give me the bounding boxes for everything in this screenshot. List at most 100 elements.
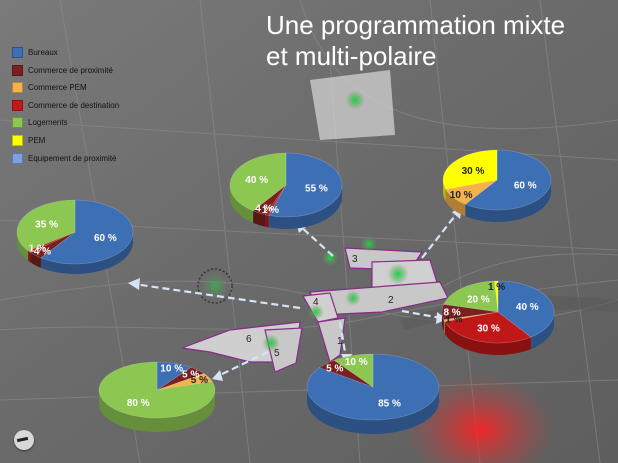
legend-item-commerce-pem: Commerce PEM <box>12 79 172 96</box>
arrow-head <box>212 370 223 381</box>
arrow-left <box>133 282 301 310</box>
pie-data-label: 10 % <box>450 190 473 201</box>
callout-arrows <box>133 211 459 377</box>
pie-slice <box>444 311 532 344</box>
pie-slice-side <box>268 185 342 229</box>
pie-slice-side <box>445 189 466 217</box>
pie-slice <box>29 231 76 259</box>
pie-slice-side <box>444 321 531 355</box>
pie-data-label: 85 % <box>378 399 401 410</box>
pie-slice <box>98 361 216 419</box>
legend-label: Logements <box>28 118 68 128</box>
pie-data-label: 1 % <box>262 205 279 216</box>
pie-slice-side <box>28 250 31 263</box>
arrow-head <box>128 278 140 290</box>
pie-slice-side <box>99 390 215 432</box>
pie-slice-side <box>530 312 554 350</box>
pie-data-label: 60 % <box>514 181 537 192</box>
green-dot <box>308 304 324 320</box>
green-dot <box>345 90 365 110</box>
pie-slice <box>27 231 76 253</box>
pie-chart-1: 60 % 4 %1 % 35 % <box>16 199 134 274</box>
pie-slice <box>443 280 499 313</box>
legend-swatch <box>12 117 23 129</box>
pie-slice <box>156 373 213 391</box>
zone-label-6: 6 <box>246 334 252 345</box>
pie-slice <box>497 280 555 338</box>
legend-swatch <box>12 64 23 76</box>
legend-swatch <box>12 82 23 94</box>
green-dot <box>361 236 377 252</box>
pie-slice <box>464 149 552 211</box>
pie-slice-side <box>465 180 551 223</box>
pie-slice <box>306 353 440 421</box>
pie-chart-2: 55 % 1 %4 % 40 % <box>229 152 343 229</box>
pie-slice <box>40 199 134 265</box>
pie-chart-6: 10 %5 %5 %80 % <box>98 361 216 432</box>
title-line-1: Une programmation mixte <box>266 10 566 40</box>
legend: Bureaux Commerce de proximité Commerce P… <box>12 44 172 167</box>
legend-swatch <box>12 99 23 111</box>
pie-data-label: 60 % <box>94 233 117 244</box>
green-dot <box>345 290 361 306</box>
dotted-circle <box>197 268 233 304</box>
zone-label-2: 2 <box>388 295 394 306</box>
title-line-2: et multi-polaire <box>266 41 437 71</box>
pie-chart-4: 40 %30 %1 %8 %20 %1 % <box>441 280 555 355</box>
pie-slice-side <box>17 232 29 261</box>
green-dots <box>202 90 409 352</box>
pie-slice <box>445 179 498 205</box>
legend-item-equipement: Equipement de proximité <box>12 150 172 167</box>
pie-slice <box>318 359 374 388</box>
legend-label: Bureaux <box>28 48 58 57</box>
arrow-top <box>299 225 334 257</box>
pie-slice <box>156 367 205 391</box>
legend-swatch <box>12 134 23 146</box>
pie-data-label: 30 % <box>462 166 485 177</box>
pie-slice <box>156 361 192 391</box>
pie-slice <box>16 199 76 252</box>
pie-data-label: 1 % <box>445 315 462 326</box>
pie-data-label: 5 % <box>326 363 343 374</box>
pie-data-label: 1 % <box>488 282 505 293</box>
pie-slice-side <box>443 319 445 334</box>
legend-item-pem: PEM <box>12 132 172 149</box>
pie-chart-5: 85 % 5 %10 % <box>306 353 440 434</box>
pie-slice-side <box>307 387 439 434</box>
pie-data-label: 40 % <box>516 302 539 313</box>
pie-slice <box>264 184 287 216</box>
slide-title: Une programmation mixte et multi-polaire <box>266 10 611 72</box>
pie-slice <box>252 184 287 216</box>
arrow-right <box>401 309 442 320</box>
pie-charts: 60 %4 %1 %35 %55 %1 %4 %40 %60 %10 %30 %… <box>16 149 555 434</box>
pie-data-label: 1 % <box>29 244 46 255</box>
zone-label-1: 1 <box>337 336 343 347</box>
legend-label: Commerce PEM <box>28 83 87 93</box>
arrow-top-right <box>421 211 459 259</box>
legend-label: Commerce de proximité <box>28 65 113 75</box>
pie-data-label: 4 % <box>255 203 272 214</box>
legend-item-commerce-destination: Commerce de destination <box>12 97 172 114</box>
pie-slice <box>333 353 374 388</box>
pie-data-label: 55 % <box>305 183 328 194</box>
pie-slice <box>443 311 499 322</box>
pie-slice-side <box>443 180 446 202</box>
pie-data-label: 5 % <box>191 375 208 386</box>
pie-data-label: 5 % <box>182 369 199 380</box>
legend-item-bureaux: Bureaux <box>12 44 172 61</box>
zone-label-5: 5 <box>274 348 280 359</box>
pie-slice <box>494 280 499 313</box>
pie-slice <box>442 149 498 190</box>
green-dot <box>322 250 338 266</box>
legend-swatch <box>12 152 23 164</box>
pie-data-label: 10 % <box>160 364 183 375</box>
pie-slice-side <box>442 312 444 332</box>
slide-nav-button[interactable] <box>14 430 34 450</box>
green-dot <box>262 334 280 352</box>
legend-swatch <box>12 47 23 58</box>
pie-data-label: 8 % <box>443 308 460 319</box>
red-hotspot <box>405 375 555 463</box>
arrow-head <box>436 312 447 324</box>
